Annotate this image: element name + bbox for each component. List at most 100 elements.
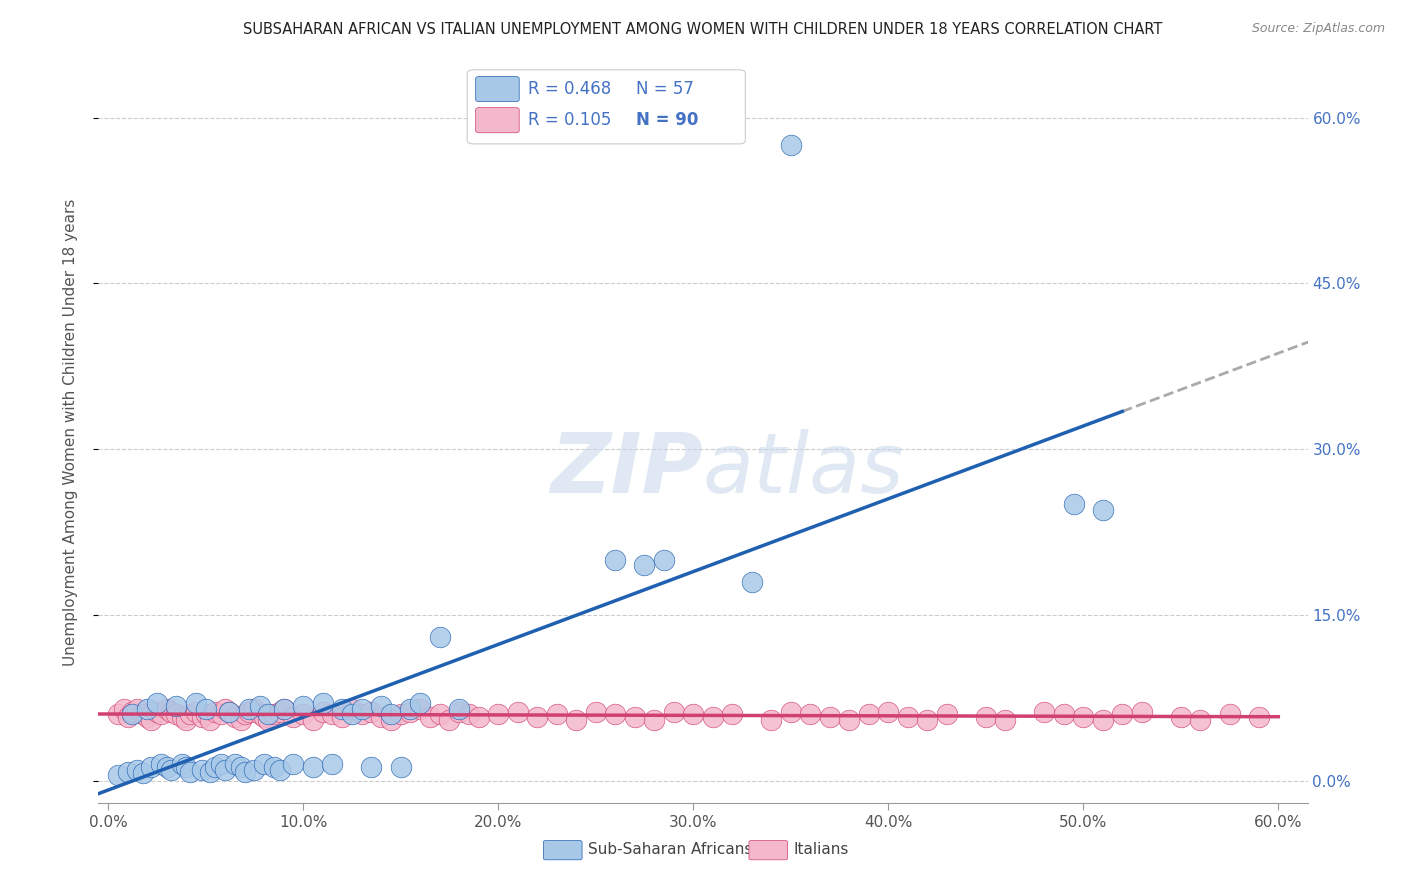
Point — [191, 763, 214, 777]
Point — [136, 702, 159, 716]
Point — [380, 713, 402, 727]
Point — [146, 697, 169, 711]
Point — [191, 709, 214, 723]
Point — [243, 702, 266, 716]
Point — [761, 713, 783, 727]
Point — [858, 707, 880, 722]
Point — [218, 705, 240, 719]
Point — [818, 709, 841, 723]
Point — [429, 707, 451, 722]
Point — [302, 713, 325, 727]
Point — [330, 702, 353, 716]
Point — [399, 705, 422, 719]
Point — [605, 707, 627, 722]
Point — [224, 757, 246, 772]
Point — [218, 705, 240, 719]
Point — [312, 705, 335, 719]
Point — [194, 707, 217, 722]
FancyBboxPatch shape — [475, 77, 519, 102]
Y-axis label: Unemployment Among Women with Children Under 18 years: Unemployment Among Women with Children U… — [63, 199, 77, 666]
Point — [263, 760, 285, 774]
Point — [263, 707, 285, 722]
Point — [1071, 709, 1094, 723]
Point — [350, 707, 373, 722]
Point — [838, 713, 860, 727]
Point — [257, 713, 280, 727]
Point — [1247, 709, 1270, 723]
Point — [605, 552, 627, 566]
Point — [204, 705, 226, 719]
Point — [1091, 503, 1114, 517]
Text: Sub-Saharan Africans: Sub-Saharan Africans — [588, 842, 752, 857]
Point — [156, 702, 179, 716]
Text: atlas: atlas — [703, 429, 904, 510]
Point — [117, 709, 139, 723]
Point — [112, 702, 135, 716]
Point — [179, 764, 201, 779]
Point — [156, 760, 179, 774]
Point — [321, 757, 343, 772]
Point — [209, 707, 232, 722]
Point — [486, 707, 509, 722]
Point — [174, 713, 197, 727]
Point — [399, 702, 422, 716]
Point — [184, 705, 207, 719]
Point — [1091, 713, 1114, 727]
Point — [350, 702, 373, 716]
Point — [897, 709, 920, 723]
Point — [779, 705, 801, 719]
Point — [149, 757, 172, 772]
Point — [340, 702, 363, 716]
Point — [283, 757, 305, 772]
Point — [194, 702, 217, 716]
Point — [209, 757, 232, 772]
Point — [409, 702, 432, 716]
Point — [172, 757, 194, 772]
Point — [165, 707, 187, 722]
Point — [273, 702, 295, 716]
Point — [238, 705, 260, 719]
Point — [526, 709, 548, 723]
Point — [546, 707, 568, 722]
Point — [283, 709, 305, 723]
Point — [389, 760, 412, 774]
Point — [292, 707, 315, 722]
Point — [127, 702, 149, 716]
Point — [380, 707, 402, 722]
Point — [877, 705, 900, 719]
Text: Source: ZipAtlas.com: Source: ZipAtlas.com — [1251, 22, 1385, 36]
Text: Italians: Italians — [793, 842, 849, 857]
Point — [935, 707, 957, 722]
Point — [994, 713, 1017, 727]
Point — [149, 707, 172, 722]
Point — [419, 709, 441, 723]
Point — [682, 707, 704, 722]
Point — [1053, 707, 1076, 722]
Point — [662, 705, 685, 719]
Point — [1130, 705, 1153, 719]
Point — [429, 630, 451, 644]
Point — [340, 707, 363, 722]
Point — [1033, 705, 1056, 719]
Point — [249, 707, 271, 722]
Point — [302, 760, 325, 774]
Point — [136, 709, 159, 723]
Point — [643, 713, 665, 727]
Point — [179, 707, 201, 722]
Point — [238, 702, 260, 716]
Point — [159, 705, 181, 719]
Point — [165, 698, 187, 713]
Point — [458, 707, 481, 722]
Text: R = 0.468: R = 0.468 — [527, 80, 612, 98]
Point — [174, 760, 197, 774]
Point — [204, 760, 226, 774]
Point — [467, 709, 489, 723]
Point — [249, 698, 271, 713]
Point — [633, 558, 655, 573]
Point — [117, 764, 139, 779]
Point — [253, 709, 276, 723]
Point — [107, 707, 129, 722]
Point — [652, 552, 675, 566]
Point — [370, 698, 392, 713]
Point — [779, 138, 801, 153]
